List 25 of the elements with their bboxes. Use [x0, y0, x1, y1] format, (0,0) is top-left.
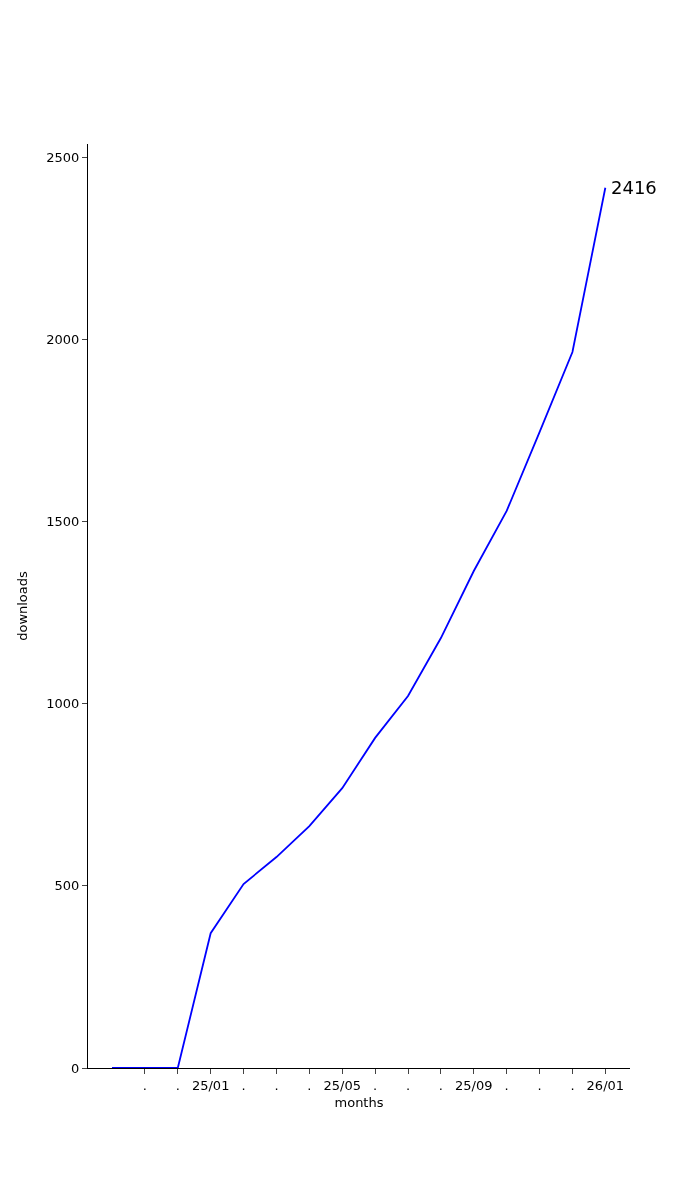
y-tick-label: 2000 — [46, 331, 80, 347]
x-tick-label: . — [241, 1077, 246, 1093]
x-tick-label: . — [504, 1077, 509, 1093]
annotation: 2416 — [611, 177, 657, 198]
x-tick-label: . — [570, 1077, 575, 1093]
x-tick-label: 25/01 — [191, 1077, 230, 1093]
x-tick-label: . — [373, 1077, 378, 1093]
x-tick-label: 25/09 — [455, 1077, 493, 1093]
y-tick-label: 0 — [71, 1060, 80, 1076]
y-tick-label: 1000 — [46, 696, 80, 712]
x-axis-title: months — [334, 1095, 384, 1111]
x-tick-label: 25/05 — [323, 1077, 361, 1093]
x-tick-label: . — [537, 1077, 542, 1093]
x-tick-label: . — [274, 1077, 279, 1093]
y-tick-label: 500 — [54, 878, 80, 894]
line-series — [111, 186, 607, 1068]
x-tick-label: . — [438, 1077, 443, 1093]
y-tick-label: 1500 — [46, 514, 80, 530]
y-tick-label: 2500 — [46, 149, 80, 165]
x-tick-label: 26/01 — [586, 1077, 625, 1093]
y-axis-title: downloads — [15, 570, 31, 641]
x-tick-label: . — [405, 1077, 411, 1093]
x-tick-label: . — [307, 1077, 312, 1093]
x-tick-label: . — [175, 1077, 180, 1093]
x-tick-label: . — [142, 1077, 147, 1093]
